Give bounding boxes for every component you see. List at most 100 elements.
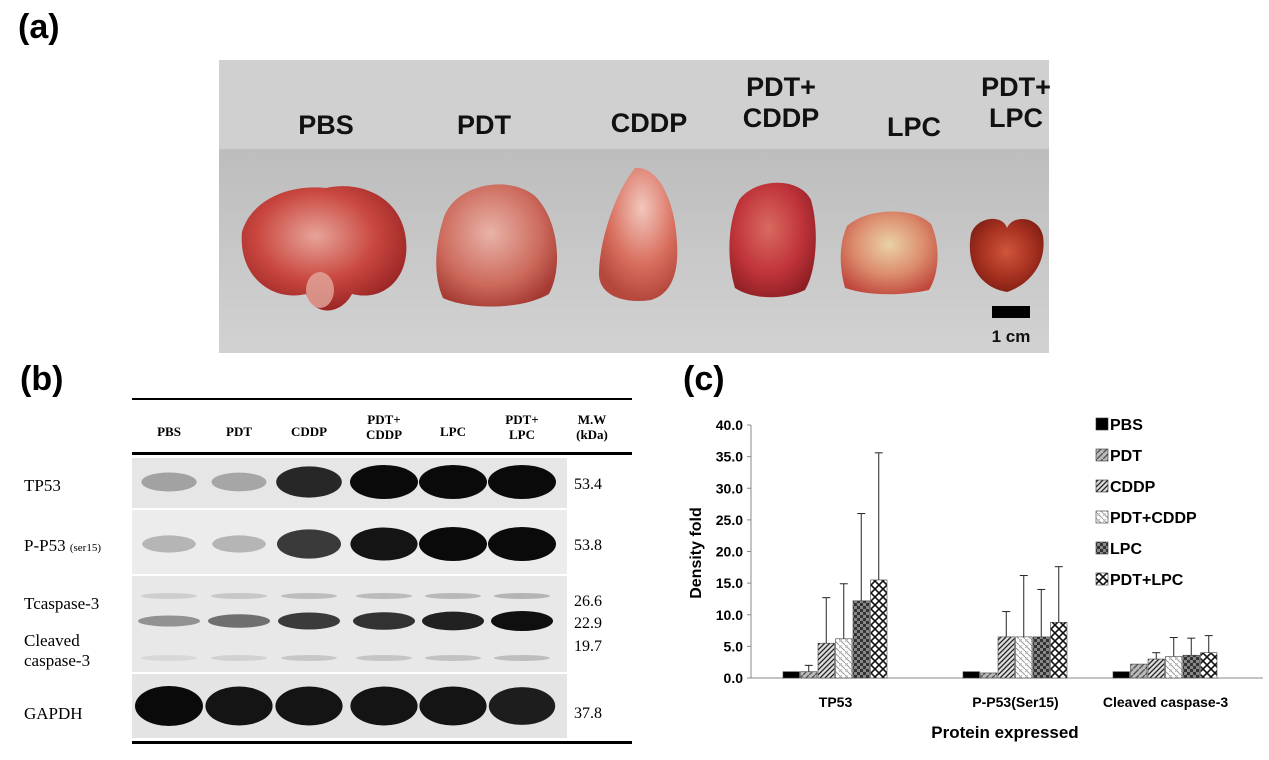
- row-label-cleaved-caspase: Cleaved caspase-3: [24, 631, 91, 670]
- blot-col-pdt: PDT: [226, 424, 252, 439]
- legend-swatch: [1095, 541, 1109, 555]
- band-cleaved-caspase: [491, 611, 553, 631]
- band-cleaved-small: [141, 655, 197, 661]
- row-label-tp53: TP53: [24, 476, 61, 495]
- legend-label: PDT+CDDP: [1110, 510, 1197, 527]
- tumor-lpc: [840, 211, 938, 295]
- tumor-pdt: [436, 184, 558, 307]
- band-pp53: [212, 535, 266, 553]
- scale-bar: [992, 306, 1030, 318]
- band-cleaved-small: [356, 655, 412, 661]
- density-bar-chart: 0.0 5.0 10.0 15.0 20.0 25.0 30.0 35.0 40.0 Densit…: [688, 417, 1263, 742]
- band-tcaspase: [141, 593, 197, 599]
- legend-label: LPC: [1110, 541, 1142, 558]
- band-tp53: [488, 465, 556, 499]
- top-rule: [132, 398, 632, 400]
- mw-pp53: 53.8: [574, 537, 602, 554]
- bar-pdt-lpc-2: [1200, 652, 1218, 679]
- mw-cleaved-large: 22.9: [574, 615, 602, 632]
- tumor-pdt-lpc: [969, 218, 1044, 292]
- bar-lpc-1: [1032, 636, 1050, 679]
- legend-swatch: [1095, 479, 1109, 493]
- bar-pdt-lpc-0: [870, 579, 888, 679]
- legend-swatch: [1095, 572, 1109, 586]
- y-tick-label: 20.0: [716, 544, 743, 560]
- blot-bands: [135, 465, 556, 726]
- band-cleaved-caspase: [138, 615, 200, 627]
- x-axis-label: Protein expressed: [931, 723, 1078, 742]
- row-label-pp53-sub: (ser15): [69, 542, 101, 554]
- band-gapdh: [350, 686, 418, 726]
- band-gapdh: [419, 686, 487, 726]
- row-label-gapdh: GAPDH: [24, 704, 83, 723]
- legend-label: CDDP: [1110, 479, 1156, 496]
- photo-label-lpc: LPC: [887, 112, 941, 142]
- band-tcaspase: [356, 593, 412, 599]
- band-cleaved-small: [425, 655, 481, 661]
- band-gapdh: [488, 687, 556, 725]
- band-gapdh: [205, 686, 273, 726]
- band-pp53: [277, 529, 341, 559]
- band-tcaspase: [211, 593, 267, 599]
- bar-cddp-0: [817, 642, 835, 679]
- bottom-rule: [132, 741, 632, 744]
- bar-pdt-cddp-2: [1165, 656, 1183, 679]
- bar-cddp-1: [997, 636, 1015, 679]
- band-tp53: [141, 472, 197, 492]
- band-pp53: [350, 527, 418, 561]
- band-tp53: [350, 465, 418, 499]
- bar-cddp-2: [1147, 658, 1165, 679]
- panel-label-c: (c): [683, 360, 725, 398]
- x-tick-label: P-P53(Ser15): [972, 694, 1058, 710]
- bar-lpc-0: [852, 600, 870, 679]
- header-rule: [132, 452, 632, 455]
- photo-label-pbs: PBS: [298, 110, 354, 140]
- band-cleaved-caspase: [208, 614, 270, 628]
- band-tcaspase: [425, 593, 481, 599]
- western-blot-panel: PBS PDT CDDP PDT+ CDDP LPC PDT+ LPC M.W (kD…: [24, 398, 632, 744]
- photo-label-pdt-lpc: PDT+ LPC: [981, 72, 1051, 133]
- band-pp53: [419, 527, 487, 561]
- band-tp53: [419, 465, 487, 499]
- tumor-photo-panel: PBS PDT CDDP PDT+ CDDP LPC PDT+ LPC 1 cm: [219, 60, 1051, 353]
- photo-label-pdt-cddp: PDT+ CDDP: [742, 72, 820, 133]
- row-label-tcaspase: Tcaspase-3: [24, 594, 100, 613]
- band-tcaspase: [494, 593, 550, 599]
- bar-pdt-lpc-1: [1050, 622, 1068, 679]
- band-cleaved-caspase: [422, 611, 484, 631]
- y-tick-label: 10.0: [716, 607, 743, 623]
- y-tick-label: 5.0: [724, 638, 744, 654]
- mw-cleaved-small: 19.7: [574, 638, 602, 655]
- bar-pdt-2: [1130, 663, 1148, 679]
- legend-swatch: [1095, 448, 1109, 462]
- photo-label-cddp: CDDP: [610, 108, 688, 138]
- legend-swatch: [1095, 417, 1109, 431]
- panel-label-a: (a): [18, 8, 60, 46]
- tumor-pbs: [241, 186, 407, 311]
- bar-lpc-2: [1182, 654, 1200, 679]
- band-gapdh: [275, 686, 343, 726]
- mw-tp53: 53.4: [574, 476, 602, 493]
- blot-col-pbs: PBS: [157, 424, 181, 439]
- tumor-cddp: [599, 167, 678, 301]
- y-tick-label: 15.0: [716, 575, 743, 591]
- y-axis-label: Density fold: [688, 507, 705, 599]
- y-tick-label: 25.0: [716, 512, 743, 528]
- photo-label-pdt: PDT: [457, 110, 511, 140]
- row-label-pp53: P-P53 (ser15): [24, 536, 101, 555]
- legend-label: PDT+LPC: [1110, 572, 1184, 589]
- blot-col-cddp: CDDP: [290, 424, 328, 439]
- panel-label-b: (b): [20, 360, 64, 398]
- bar-pbs-1: [962, 671, 980, 679]
- band-tp53: [276, 466, 342, 498]
- band-cleaved-small: [281, 655, 337, 661]
- x-tick-label: TP53: [819, 694, 853, 710]
- band-tcaspase: [281, 593, 337, 599]
- scale-bar-label: 1 cm: [991, 327, 1031, 346]
- band-pp53: [142, 535, 196, 553]
- band-cleaved-small: [494, 655, 550, 661]
- blot-col-pdt-lpc: PDT+ LPC: [505, 412, 539, 442]
- band-tp53: [211, 472, 267, 492]
- blot-col-pdt-cddp: PDT+ CDDP: [365, 412, 403, 442]
- bar-pbs-2: [1112, 671, 1130, 679]
